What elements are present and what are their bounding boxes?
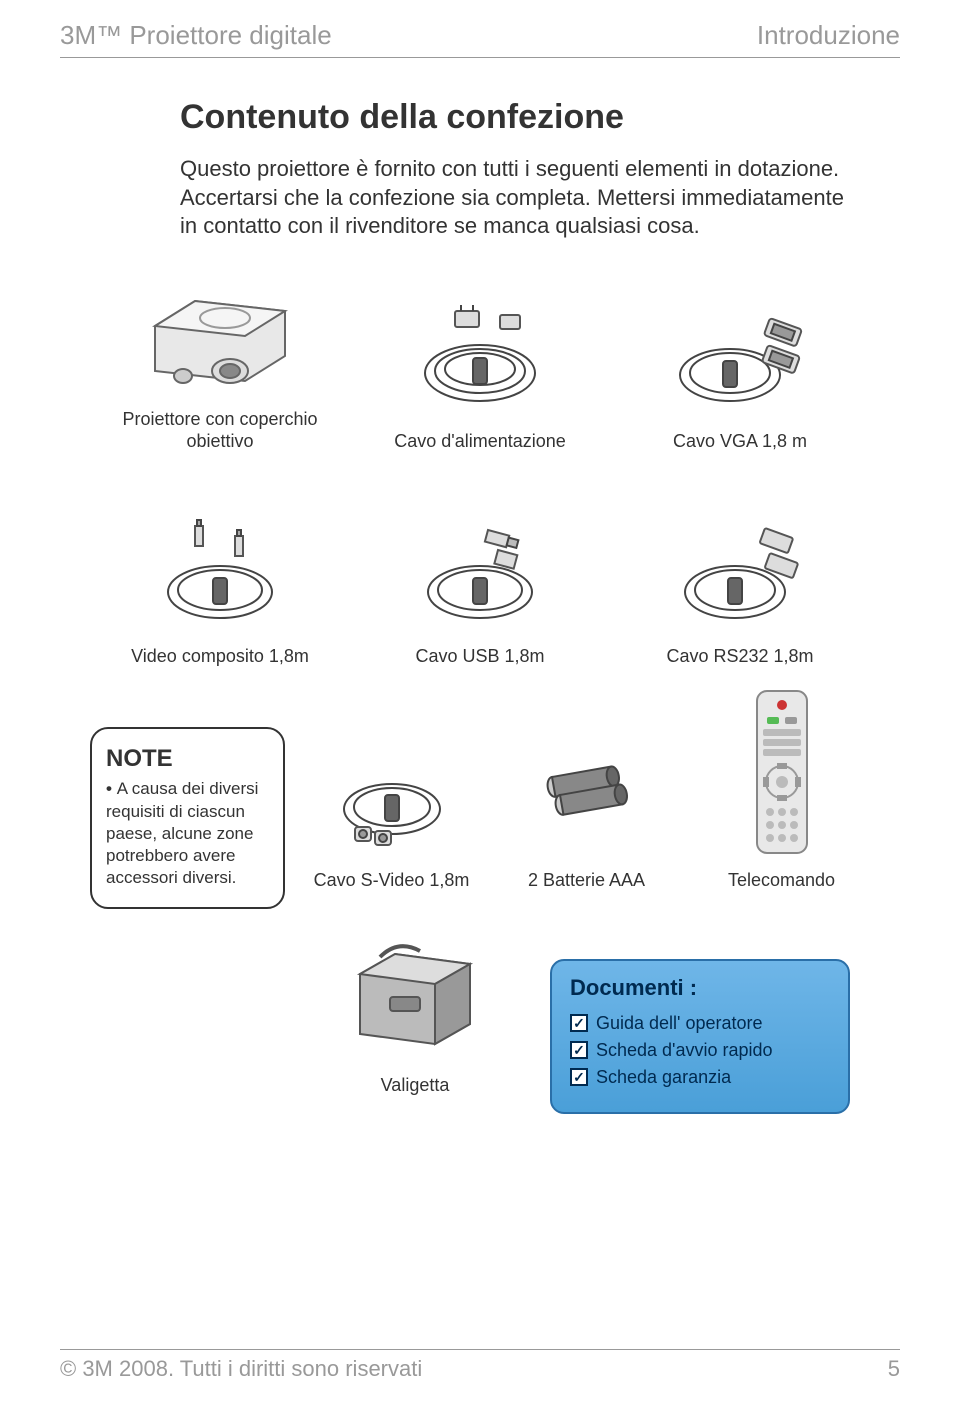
projector-icon <box>135 276 305 396</box>
bag-icon <box>340 929 490 1064</box>
item-batteries: 2 Batterie AAA <box>498 727 675 892</box>
cable-icon <box>400 298 560 418</box>
cable-icon <box>400 513 560 633</box>
item-label: 2 Batterie AAA <box>528 869 645 892</box>
footer-copyright: © 3M 2008. Tutti i diritti sono riservat… <box>60 1356 422 1382</box>
page-header: 3M™ Proiettore digitale Introduzione <box>60 20 900 58</box>
item-bag: Valigetta <box>340 929 490 1097</box>
items-row-2: Video composito 1,8m Cavo USB 1,8m <box>100 513 860 668</box>
footer-page-number: 5 <box>888 1356 900 1382</box>
cable-icon <box>660 513 820 633</box>
item-label: Proiettore con coperchio obiettivo <box>122 408 317 453</box>
header-left: 3M™ Proiettore digitale <box>60 20 332 51</box>
items-row-3: NOTE A causa dei diversi requisiti di ci… <box>90 727 870 909</box>
item-projector: Proiettore con coperchio obiettivo <box>100 276 340 453</box>
docs-item: ✓ Guida dell' operatore <box>570 1013 830 1034</box>
docs-item-label: Guida dell' operatore <box>596 1013 763 1034</box>
cable-icon <box>660 298 820 418</box>
item-label: Cavo VGA 1,8 m <box>673 430 807 453</box>
page-footer: © 3M 2008. Tutti i diritti sono riservat… <box>60 1349 900 1382</box>
documents-box: Documenti : ✓ Guida dell' operatore ✓ Sc… <box>550 959 850 1114</box>
note-title: NOTE <box>106 743 269 774</box>
item-power-cable: Cavo d'alimentazione <box>360 298 600 453</box>
docs-title: Documenti : <box>570 975 830 1001</box>
item-composite-cable: Video composito 1,8m <box>100 513 340 668</box>
item-remote: Telecomando <box>693 727 870 892</box>
item-rs232-cable: Cavo RS232 1,8m <box>620 513 860 668</box>
checkbox-icon: ✓ <box>570 1041 588 1059</box>
item-label: Cavo RS232 1,8m <box>666 645 813 668</box>
docs-item-label: Scheda garanzia <box>596 1067 731 1088</box>
items-row-1: Proiettore con coperchio obiettivo Cavo … <box>100 276 860 453</box>
item-label: Cavo S-Video 1,8m <box>314 869 470 892</box>
checkbox-icon: ✓ <box>570 1068 588 1086</box>
note-text: A causa dei diversi requisiti di ciascun… <box>106 778 269 888</box>
header-right: Introduzione <box>757 20 900 51</box>
item-svideo-cable: Cavo S-Video 1,8m <box>303 727 480 892</box>
note-box: NOTE A causa dei diversi requisiti di ci… <box>90 727 285 909</box>
cable-icon <box>317 727 467 857</box>
checkbox-icon: ✓ <box>570 1014 588 1032</box>
item-usb-cable: Cavo USB 1,8m <box>360 513 600 668</box>
intro-paragraph: Questo proiettore è fornito con tutti i … <box>180 155 860 241</box>
bottom-row: Valigetta Documenti : ✓ Guida dell' oper… <box>290 929 900 1114</box>
item-label: Cavo USB 1,8m <box>415 645 544 668</box>
docs-item-label: Scheda d'avvio rapido <box>596 1040 773 1061</box>
item-label: Valigetta <box>381 1074 450 1097</box>
docs-item: ✓ Scheda garanzia <box>570 1067 830 1088</box>
remote-icon <box>753 687 811 857</box>
item-label: Telecomando <box>728 869 835 892</box>
section-title: Contenuto della confezione <box>180 98 900 137</box>
docs-item: ✓ Scheda d'avvio rapido <box>570 1040 830 1061</box>
item-label: Cavo d'alimentazione <box>394 430 566 453</box>
cable-icon <box>140 513 300 633</box>
item-label: Video composito 1,8m <box>131 645 309 668</box>
batteries-icon <box>532 727 642 857</box>
item-vga-cable: Cavo VGA 1,8 m <box>620 298 860 453</box>
